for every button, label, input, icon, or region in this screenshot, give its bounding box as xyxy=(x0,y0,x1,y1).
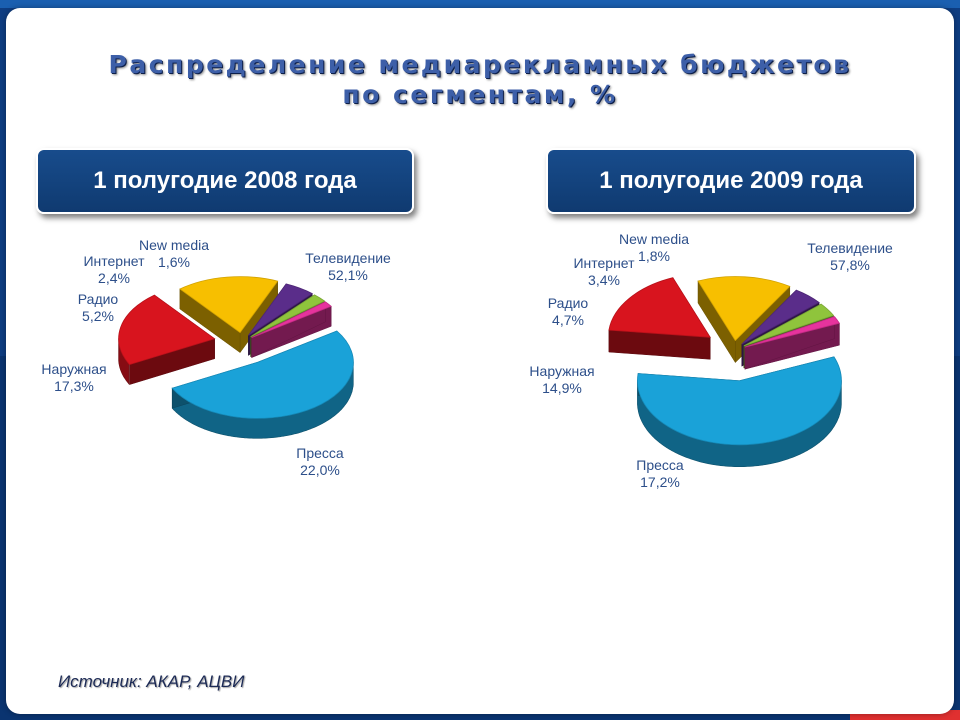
pie-2009-label-internet-name: Интернет xyxy=(573,255,635,271)
pie-2008-label-internet-name: Интернет xyxy=(83,253,145,269)
pie-2009-slice-new-media xyxy=(744,316,841,348)
pie-2008-label-outdoor-name: Наружная xyxy=(41,361,106,377)
pie-2009-label-press-name: Пресса xyxy=(636,457,684,473)
pie-2008-label-new-media-name: New media xyxy=(139,237,209,253)
slide-title: Распределение медиарекламных бюджетов по… xyxy=(6,50,954,110)
pie-2008-label-internet: Интернет 2,4% xyxy=(83,253,145,286)
slide-title-line-2: по сегментам, % xyxy=(342,80,618,109)
pie-2009-label-new-media-value: 1,8% xyxy=(638,248,670,264)
pie-2008-label-press: Пресса 22,0% xyxy=(296,445,344,478)
pie-2009-label-internet: Интернет 3,4% xyxy=(573,255,635,288)
pie-2009-label-press: Пресса 17,2% xyxy=(636,457,684,490)
pie-2009-label-outdoor-name: Наружная xyxy=(529,363,594,379)
source-note: Источник: АКАР, АЦВИ xyxy=(58,672,245,691)
pie-2008-slice-press xyxy=(118,294,216,366)
pie-2009-label-new-media-name: New media xyxy=(619,231,689,247)
pie-2008-label-press-name: Пресса xyxy=(296,445,344,461)
slide: Распределение медиарекламных бюджетов по… xyxy=(6,8,954,714)
pie-2009-label-outdoor: Наружная 14,9% xyxy=(529,363,594,396)
period-header-2009-label: 1 полугодие 2009 года xyxy=(599,167,863,194)
pie-2008-label-new-media-value: 1,6% xyxy=(158,254,190,270)
pie-2009-label-tv: Телевидение 57,8% xyxy=(807,240,893,273)
pie-2009-slice-outdoor xyxy=(697,276,791,342)
pie-2008-label-radio: Радио 5,2% xyxy=(78,291,119,324)
period-header-2009: 1 полугодие 2009 года xyxy=(546,148,916,214)
pie-2009-label-radio: Радио 4,7% xyxy=(548,295,589,328)
pie-2009-slice-internet xyxy=(743,303,835,347)
pie-2008-slice-outdoor xyxy=(179,276,279,334)
pie-chart-2009: Телевидение 57,8% Пресса 17,2% Наружная 14,9%… xyxy=(529,231,893,490)
period-header-2008-label: 1 полугодие 2008 года xyxy=(93,167,357,194)
pie-2009-slice-press xyxy=(608,277,711,338)
pie-2009-label-internet-value: 3,4% xyxy=(588,272,620,288)
pie-2009-label-outdoor-value: 14,9% xyxy=(542,380,582,396)
pie-2008-slice-tv xyxy=(171,330,354,419)
pie-2009-label-radio-value: 4,7% xyxy=(552,312,584,328)
pie-2009-label-tv-name: Телевидение xyxy=(807,240,893,256)
pie-2008-label-tv-value: 52,1% xyxy=(328,267,368,283)
pie-2008-label-outdoor: Наружная 17,3% xyxy=(41,361,106,394)
slide-title-line-1: Распределение медиарекламных бюджетов xyxy=(108,50,852,79)
pie-2008-label-tv-name: Телевидение xyxy=(305,250,391,266)
pie-2009-label-new-media: New media 1,8% xyxy=(619,231,689,264)
pie-2008-label-internet-value: 2,4% xyxy=(98,270,130,286)
pie-2008-slice-new-media xyxy=(251,301,332,338)
pie-2009-slice-tv xyxy=(637,356,842,446)
corner-accent-bar xyxy=(850,710,960,720)
pie-2008-slice-radio xyxy=(248,283,314,336)
pie-2008-label-outdoor-value: 17,3% xyxy=(54,378,94,394)
pie-2009-label-radio-name: Радио xyxy=(548,295,589,311)
pie-chart-2008: Телевидение 52,1% Пресса 22,0% Наружная 17,3%… xyxy=(41,237,391,478)
top-accent-bar xyxy=(0,0,960,8)
pie-2009-slice-radio xyxy=(741,289,820,345)
pie-2008-label-new-media: New media 1,6% xyxy=(139,237,209,270)
pie-2008-label-press-value: 22,0% xyxy=(300,462,340,478)
pie-2009-label-press-value: 17,2% xyxy=(640,474,680,490)
pie-2009-label-tv-value: 57,8% xyxy=(830,257,870,273)
pie-2008-label-radio-name: Радио xyxy=(78,291,119,307)
pie-2008-label-radio-value: 5,2% xyxy=(82,308,114,324)
pie-2008-slice-internet xyxy=(250,294,326,338)
pie-2008-label-tv: Телевидение 52,1% xyxy=(305,250,391,283)
period-header-2008: 1 полугодие 2008 года xyxy=(36,148,414,214)
